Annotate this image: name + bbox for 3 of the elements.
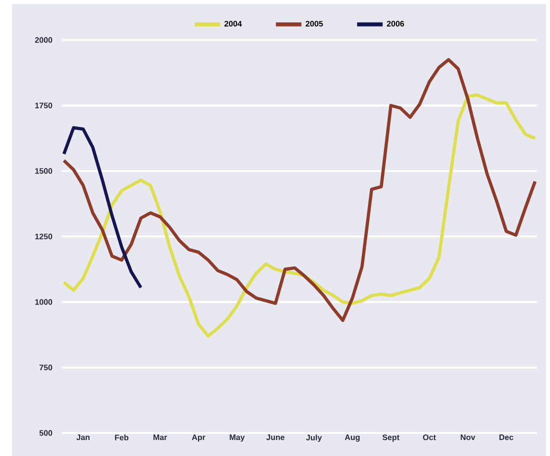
line-series xyxy=(62,126,142,290)
line-series xyxy=(62,58,537,322)
line-series xyxy=(62,93,537,338)
